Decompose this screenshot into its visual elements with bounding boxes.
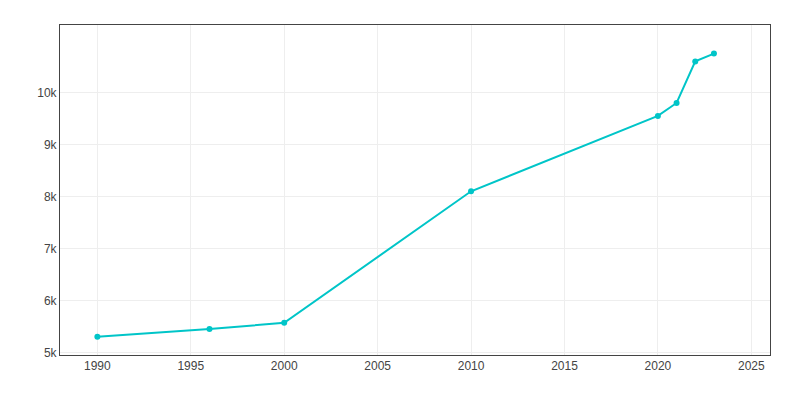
svg-text:2005: 2005 [364,359,391,373]
svg-text:9k: 9k [44,138,58,152]
svg-text:2015: 2015 [551,359,578,373]
svg-text:10k: 10k [37,86,57,100]
svg-text:2020: 2020 [645,359,672,373]
svg-text:1995: 1995 [177,359,204,373]
svg-text:6k: 6k [44,294,58,308]
svg-text:2010: 2010 [458,359,485,373]
svg-text:2000: 2000 [271,359,298,373]
svg-text:5k: 5k [44,346,58,360]
svg-text:2025: 2025 [738,359,765,373]
svg-text:1990: 1990 [84,359,111,373]
svg-text:8k: 8k [44,190,58,204]
svg-text:7k: 7k [44,242,58,256]
